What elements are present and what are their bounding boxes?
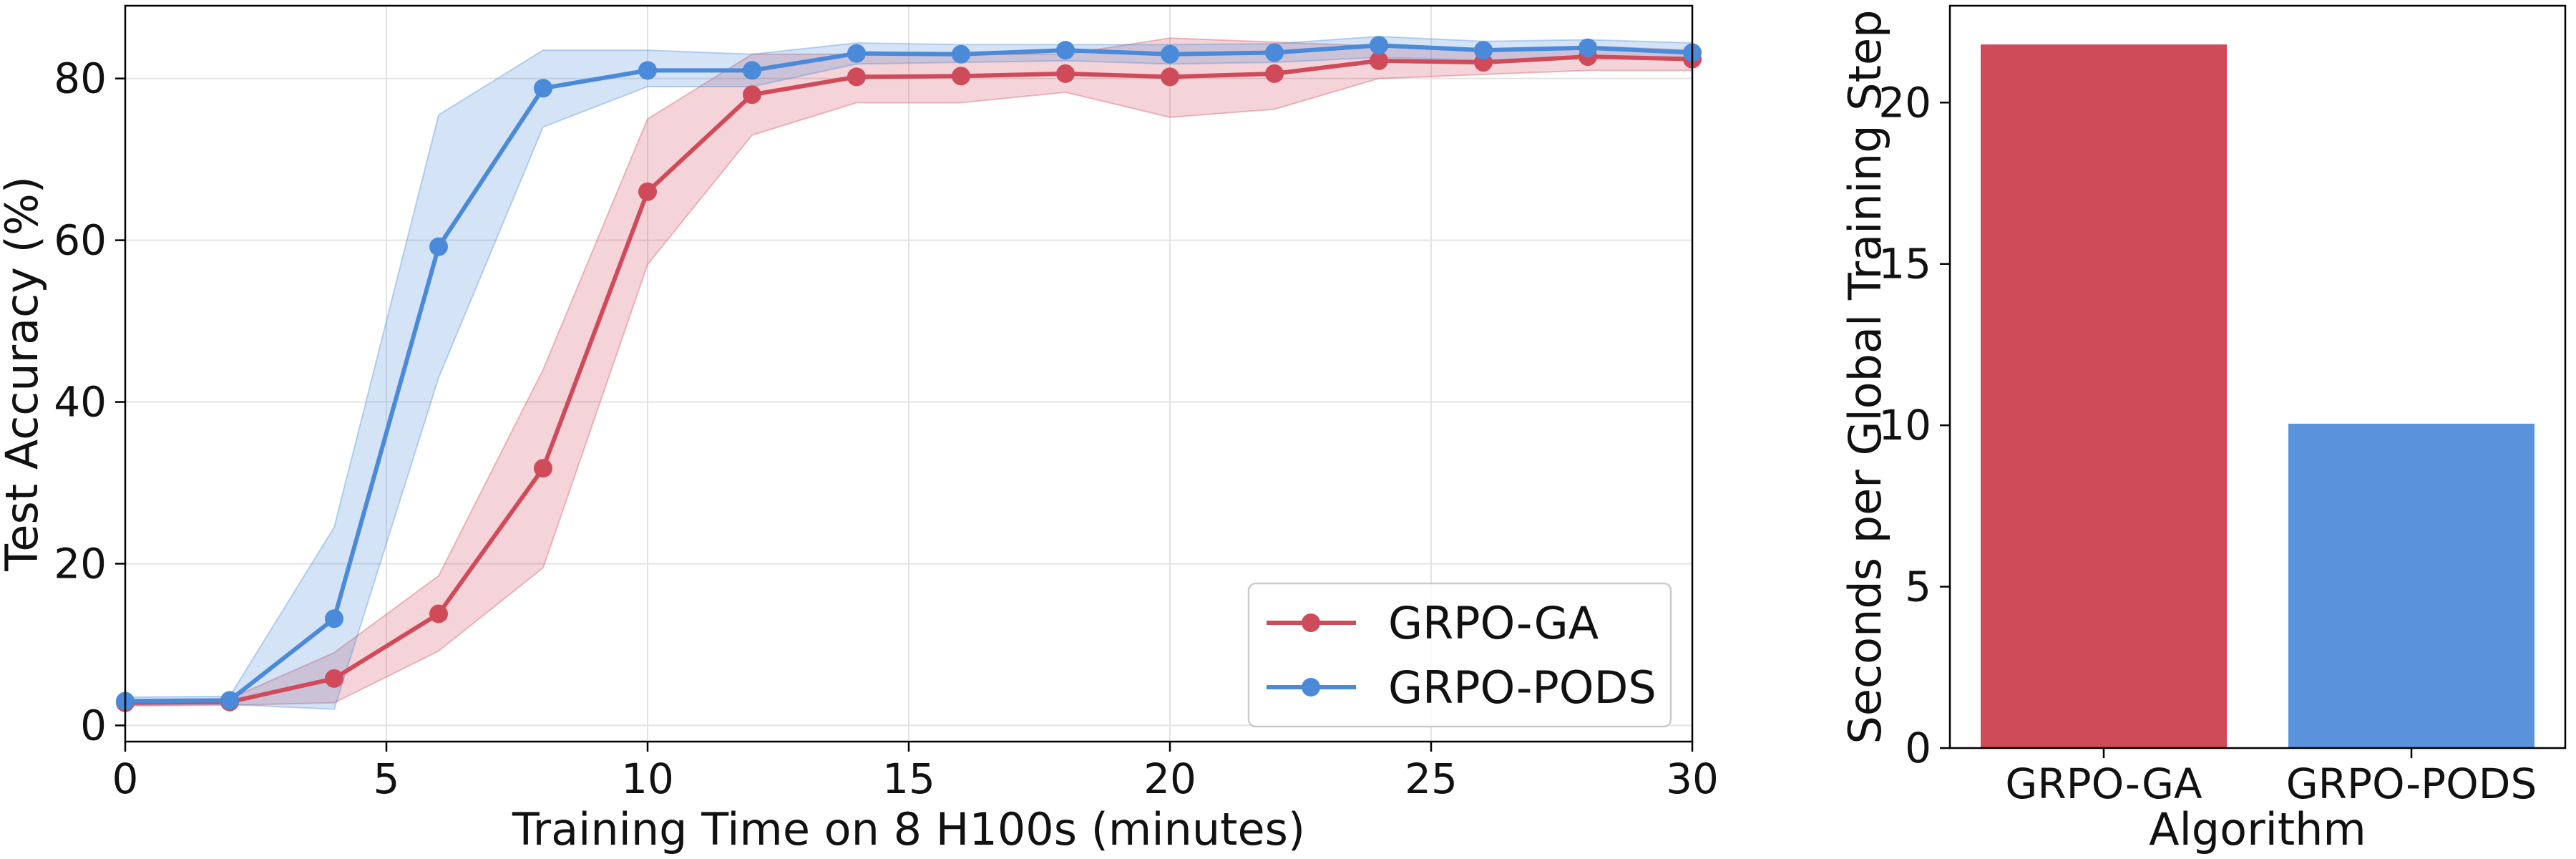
y-axis-label: Test Accuracy (%) <box>0 176 48 572</box>
y-tick-label: 20 <box>1878 78 1931 127</box>
x-tick-label: GRPO-PODS <box>2286 759 2537 808</box>
x-tick-label: 30 <box>1666 754 1719 803</box>
x-axis-label: Training Time on 8 H100s (minutes) <box>512 803 1305 855</box>
data-point <box>325 609 343 629</box>
data-point <box>534 459 552 478</box>
x-axis-label: Algorithm <box>2149 803 2366 855</box>
y-tick-label: 0 <box>80 701 107 749</box>
legend: GRPO-GA GRPO-PODS <box>1247 582 1672 728</box>
data-point <box>847 67 866 87</box>
y-tick-label: 10 <box>1878 401 1931 450</box>
x-tick-label: 5 <box>374 754 400 803</box>
data-point <box>847 44 866 63</box>
data-point <box>1579 38 1597 57</box>
bar <box>2288 423 2534 748</box>
x-tick-label: GRPO-GA <box>2005 759 2202 808</box>
x-tick-label: 10 <box>621 754 674 803</box>
series-line <box>125 43 1693 704</box>
x-tick-label: 25 <box>1405 754 1458 803</box>
y-axis-label: Seconds per Global Training Step <box>1839 10 1891 744</box>
accuracy-line-chart: 0 5 10 15 20 25 30 0 20 40 60 80 Training Time on 8 … <box>0 4 1719 855</box>
data-point <box>743 85 761 105</box>
data-point <box>952 67 970 86</box>
data-point <box>638 182 657 201</box>
data-point <box>220 691 239 710</box>
series-line <box>125 54 1693 705</box>
y-tick-label: 40 <box>54 378 107 427</box>
data-point <box>1474 41 1493 60</box>
data-point <box>1161 44 1179 64</box>
data-point <box>1370 51 1388 70</box>
data-point <box>743 61 761 80</box>
y-tick-label: 80 <box>54 54 107 103</box>
x-tick-label: 15 <box>882 754 935 803</box>
y-tick-label: 60 <box>54 216 107 265</box>
data-point <box>638 61 657 80</box>
y-tick-label: 15 <box>1878 240 1931 288</box>
data-point <box>1370 36 1388 55</box>
data-point <box>1265 64 1284 83</box>
data-point <box>952 44 970 64</box>
legend-label: GRPO-GA <box>1388 597 1599 649</box>
x-tick-label: 20 <box>1143 754 1196 803</box>
data-point <box>1056 64 1075 83</box>
data-point <box>1056 41 1075 60</box>
data-point <box>534 79 552 98</box>
data-point <box>429 604 448 623</box>
data-point <box>325 669 343 688</box>
y-tick-label: 0 <box>1905 724 1931 772</box>
data-point <box>1161 67 1179 87</box>
x-tick-label: 0 <box>112 754 139 803</box>
legend-marker <box>1302 613 1320 632</box>
legend-marker <box>1302 678 1320 697</box>
legend-label: GRPO-PODS <box>1388 661 1657 714</box>
y-tick-label: 5 <box>1905 563 1931 611</box>
step-time-bar-chart: GRPO-GA GRPO-PODS 0 5 10 15 20 Algorithm Seconds… <box>1839 4 2567 855</box>
plot-frame <box>1948 4 2567 749</box>
data-point <box>429 237 448 256</box>
legend-box <box>1247 582 1672 728</box>
data-point <box>1265 43 1284 62</box>
bar <box>1981 44 2227 748</box>
y-tick-label: 20 <box>54 539 107 588</box>
